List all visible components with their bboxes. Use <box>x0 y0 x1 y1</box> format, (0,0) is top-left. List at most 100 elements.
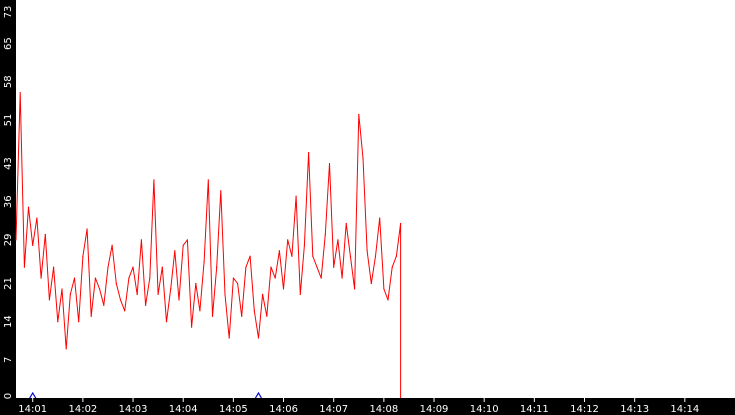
data-point <box>69 293 71 296</box>
data-point <box>249 255 251 257</box>
data-point <box>78 321 80 323</box>
x-tick-label: 14:13 <box>620 404 649 415</box>
x-tick-label: 14:11 <box>520 404 549 415</box>
data-point <box>320 277 322 279</box>
y-tick-label: 65 <box>3 37 14 50</box>
y-tick-label: 43 <box>3 157 14 170</box>
data-point <box>299 293 301 296</box>
data-point <box>44 233 46 236</box>
x-tick-label: 14:14 <box>670 404 699 415</box>
data-point <box>207 179 209 181</box>
data-point <box>36 217 38 219</box>
data-point <box>178 299 180 301</box>
data-point <box>387 299 389 301</box>
data-point <box>157 293 159 296</box>
baseline-marker <box>29 391 37 399</box>
data-point <box>236 282 239 285</box>
data-point <box>241 315 243 317</box>
data-point <box>353 288 356 290</box>
data-point <box>287 239 289 241</box>
data-point <box>303 244 306 246</box>
x-tick-label: 14:03 <box>119 404 148 415</box>
data-point <box>128 277 130 279</box>
data-point <box>345 222 347 225</box>
y-tick-label: 21 <box>3 277 14 290</box>
y-tick-label: 58 <box>3 75 14 88</box>
x-tick-label: 14:08 <box>369 404 398 415</box>
x-tick-label: 14:06 <box>269 404 298 415</box>
data-point <box>379 217 381 219</box>
data-point <box>115 282 117 285</box>
data-point <box>82 255 84 257</box>
data-point <box>358 113 360 116</box>
data-point <box>399 222 402 225</box>
y-tick-label: 14 <box>3 315 14 328</box>
data-point <box>144 304 147 306</box>
x-tick-label: 14:10 <box>470 404 499 415</box>
data-point <box>149 277 151 279</box>
data-point <box>395 255 398 257</box>
data-point <box>295 195 297 197</box>
data-point <box>27 206 30 208</box>
data-point <box>90 315 92 317</box>
series-line <box>15 92 402 398</box>
x-tick-label: 14:05 <box>219 404 248 415</box>
y-tick-label: 7 <box>3 357 14 363</box>
data-point <box>48 299 51 301</box>
y-tick-label: 29 <box>3 234 14 247</box>
data-point <box>161 266 163 268</box>
data-point <box>107 266 109 268</box>
data-point <box>245 266 247 268</box>
x-axis-band <box>0 398 735 415</box>
data-point <box>228 337 230 339</box>
data-point <box>370 282 372 285</box>
data-point <box>103 304 105 306</box>
data-point <box>274 277 276 279</box>
x-tick-label: 14:07 <box>319 404 348 415</box>
y-tick-label: 36 <box>3 195 14 208</box>
y-axis-band <box>0 0 16 415</box>
data-point <box>266 315 268 317</box>
data-point <box>211 315 214 317</box>
data-point <box>53 266 55 268</box>
data-point <box>312 255 314 257</box>
data-point <box>220 190 222 192</box>
data-point <box>73 277 76 279</box>
data-point <box>383 288 385 290</box>
data-point <box>186 239 188 241</box>
data-point <box>324 233 326 236</box>
data-point <box>23 266 25 268</box>
data-point <box>333 266 335 268</box>
data-point <box>182 244 184 246</box>
data-point <box>15 239 17 241</box>
data-point <box>374 255 377 257</box>
data-point <box>65 348 67 350</box>
data-point <box>337 239 339 241</box>
data-point <box>119 299 122 301</box>
data-point <box>132 266 134 268</box>
y-tick-label: 73 <box>3 6 14 19</box>
data-point <box>40 277 42 279</box>
data-point <box>232 277 234 279</box>
y-tick-label: 51 <box>3 114 14 127</box>
data-point <box>278 250 280 252</box>
y-tick-label: 0 <box>3 393 14 399</box>
data-point <box>199 310 201 312</box>
data-point <box>224 293 226 296</box>
data-point <box>61 288 63 290</box>
data-point <box>32 244 34 246</box>
data-point <box>391 266 393 268</box>
data-point <box>270 266 272 268</box>
data-point <box>140 239 143 241</box>
data-point <box>94 277 97 279</box>
data-point <box>153 179 155 181</box>
data-point <box>165 321 168 323</box>
data-point <box>170 288 172 290</box>
data-point <box>19 92 21 94</box>
data-point <box>328 162 331 165</box>
data-point <box>136 293 138 296</box>
baseline-marker <box>254 391 262 399</box>
data-point <box>190 326 193 328</box>
x-tick-label: 14:02 <box>68 404 97 415</box>
